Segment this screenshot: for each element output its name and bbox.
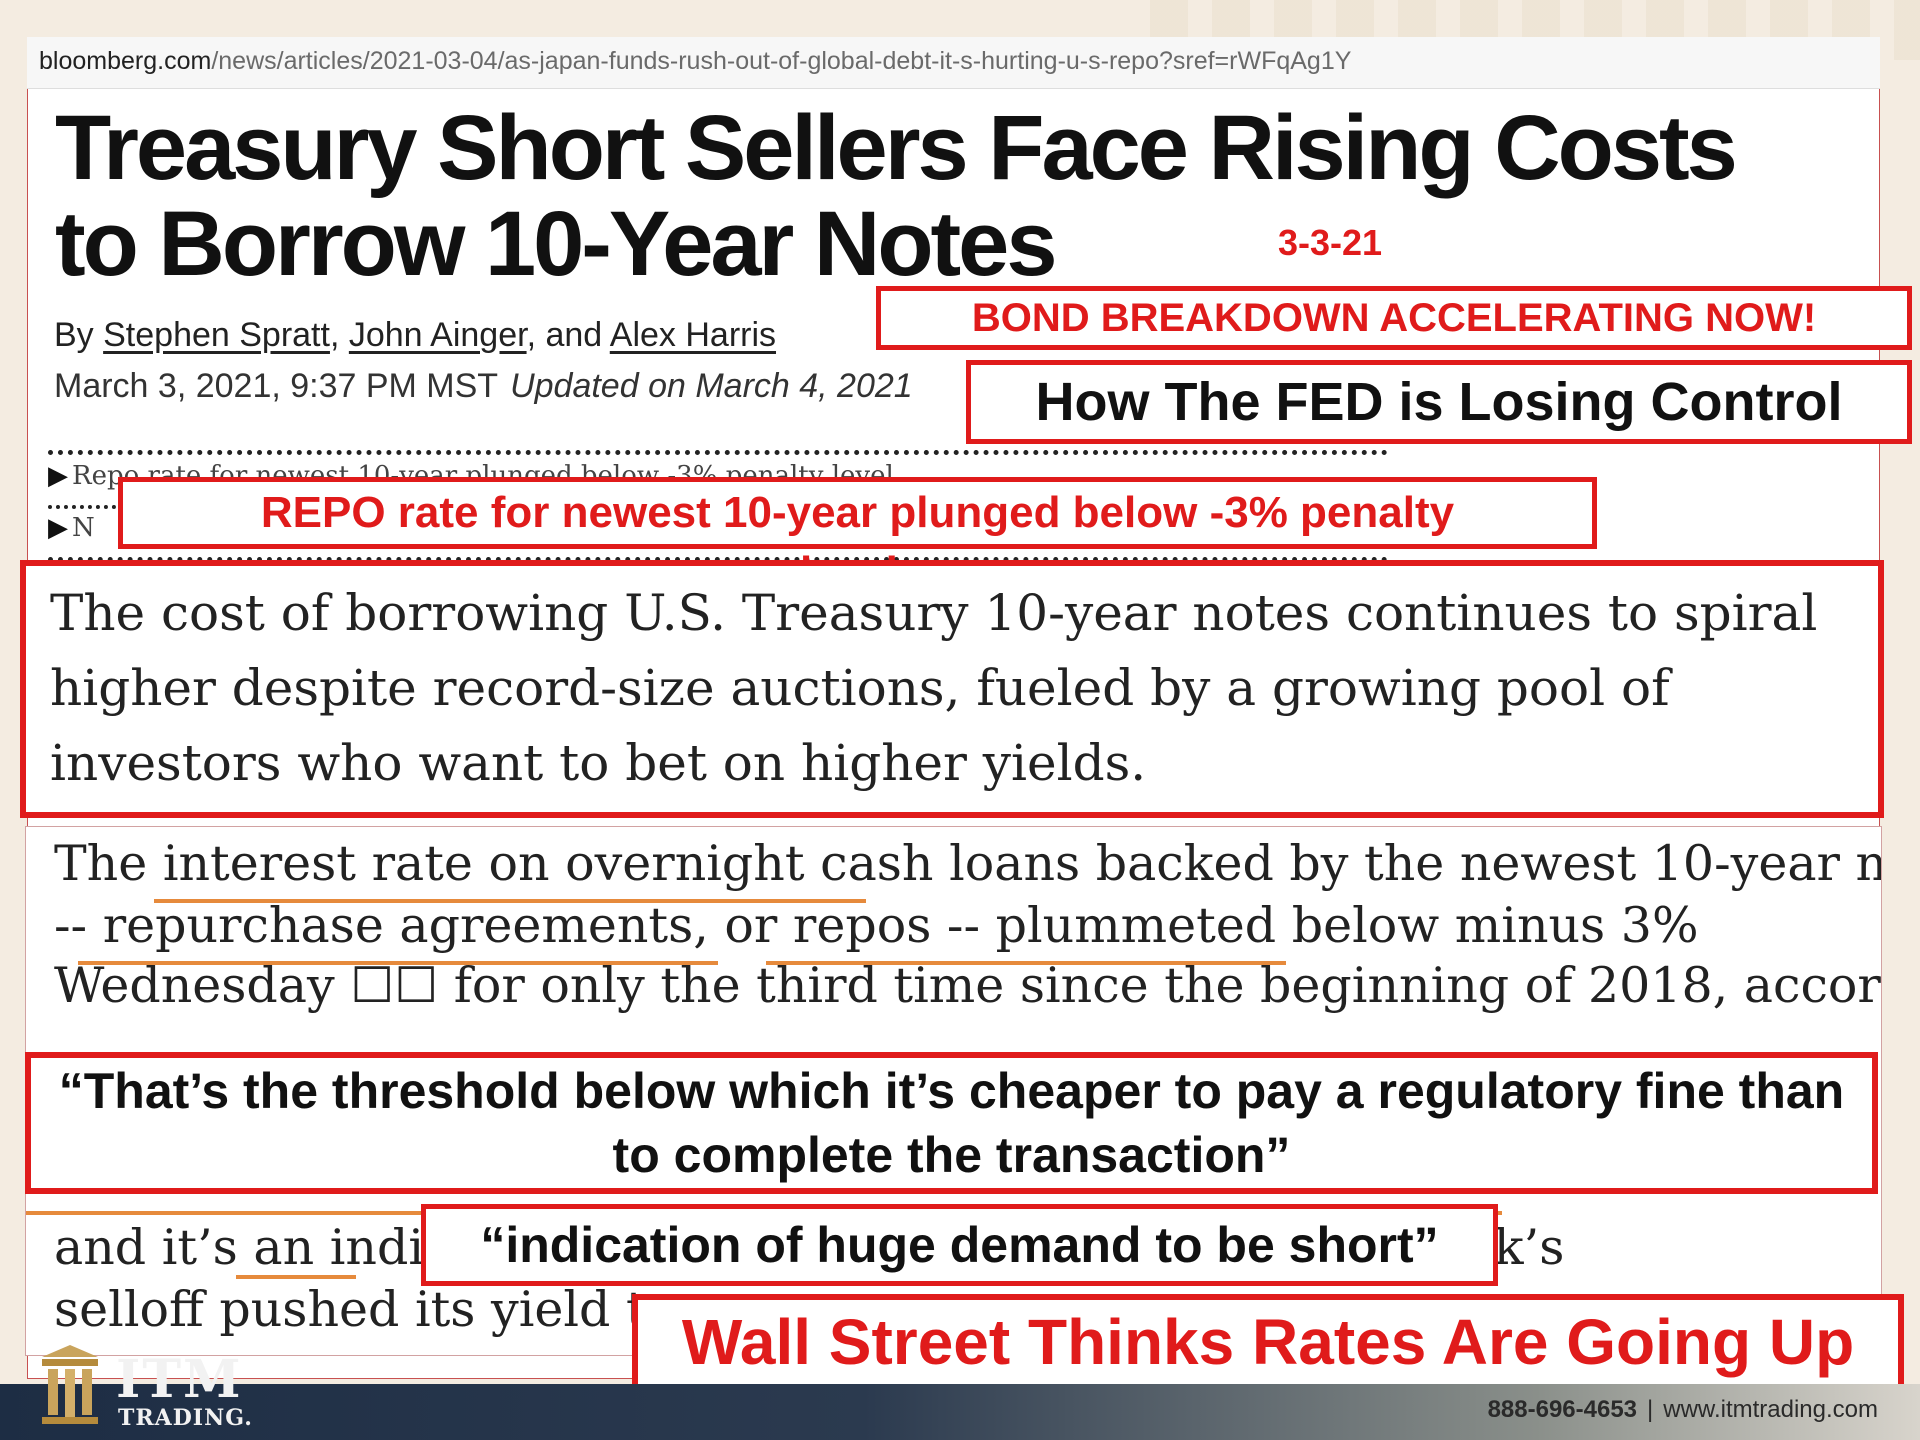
bullet-text: N (72, 513, 95, 543)
phone-number[interactable]: 888-696-4653 (1487, 1396, 1638, 1423)
article-headline: Treasury Short Sellers Face Rising Costs… (55, 100, 1885, 292)
body-line: and it’s an indic (54, 1219, 452, 1276)
browser-url-bar[interactable]: bloomberg.com/news/articles/2021-03-04/a… (27, 37, 1880, 89)
highlight-underline (236, 1275, 356, 1279)
byline-prefix: By (54, 316, 104, 354)
bullet-triangle-icon: ▶ (48, 461, 68, 491)
itm-trading-logo: ITM TRADING. (38, 1343, 308, 1440)
body-line: -- repurchase agreements, or repos -- pl… (54, 897, 1699, 954)
publish-date: March 3, 2021, 9:37 PM MST (54, 367, 499, 405)
body-line: selloff pushed its yield to (54, 1281, 676, 1338)
fed-control-banner: How The FED is Losing Control (966, 360, 1912, 444)
lede-paragraph: The cost of borrowing U.S. Treasury 10-y… (20, 560, 1884, 818)
website-link[interactable]: www.itmtrading.com (1663, 1396, 1878, 1423)
bullet-item: ▶ N (48, 513, 95, 553)
body-line: Wednesday ☐☐ for only the third time sin… (54, 957, 1882, 1014)
pillar-logo-icon (42, 1345, 98, 1424)
highlight-underline (154, 899, 866, 903)
demand-quote: “indication of huge demand to be short” (421, 1204, 1498, 1286)
body-line: The interest rate on overnight cash loan… (54, 835, 1882, 892)
footer-bar (0, 1384, 1920, 1440)
dateline: March 3, 2021, 9:37 PM MST Updated on Mar… (54, 367, 913, 406)
highlight-underline (78, 961, 718, 965)
highlight-underline (766, 961, 1286, 965)
author-link[interactable]: Stephen Spratt (103, 316, 330, 354)
bullet-triangle-icon: ▶ (48, 513, 68, 543)
byline-separator: , (329, 316, 349, 354)
headline-line-2: to Borrow 10-Year Notes (55, 193, 1058, 295)
url-domain: bloomberg.com (39, 47, 212, 75)
contact-separator: | (1647, 1396, 1654, 1423)
author-link[interactable]: Alex Harris (609, 316, 777, 354)
repo-rate-callout: REPO rate for newest 10-year plunged bel… (118, 477, 1597, 549)
breakdown-banner: BOND BREAKDOWN ACCELERATING NOW! (876, 286, 1912, 350)
date-tag: 3-3-21 (1278, 222, 1383, 263)
byline-separator: , and (526, 316, 610, 354)
footer-contact: 888-696-4653 | www.itmtrading.com (1488, 1396, 1878, 1424)
headline-line-1: Treasury Short Sellers Face Rising Costs (55, 97, 1738, 199)
logo-wordmark: ITM (116, 1349, 243, 1410)
url-path: /news/articles/2021-03-04/as-japan-funds… (211, 47, 1352, 75)
author-link[interactable]: John Ainger (348, 316, 527, 354)
logo-subtitle: TRADING. (118, 1405, 253, 1431)
threshold-quote: “That’s the threshold below which it’s c… (25, 1052, 1878, 1194)
updated-date: Updated on March 4, 2021 (510, 367, 913, 405)
wall-street-banner: Wall Street Thinks Rates Are Going Up (632, 1294, 1904, 1390)
byline: By Stephen Spratt, John Ainger, and Alex… (54, 316, 776, 355)
